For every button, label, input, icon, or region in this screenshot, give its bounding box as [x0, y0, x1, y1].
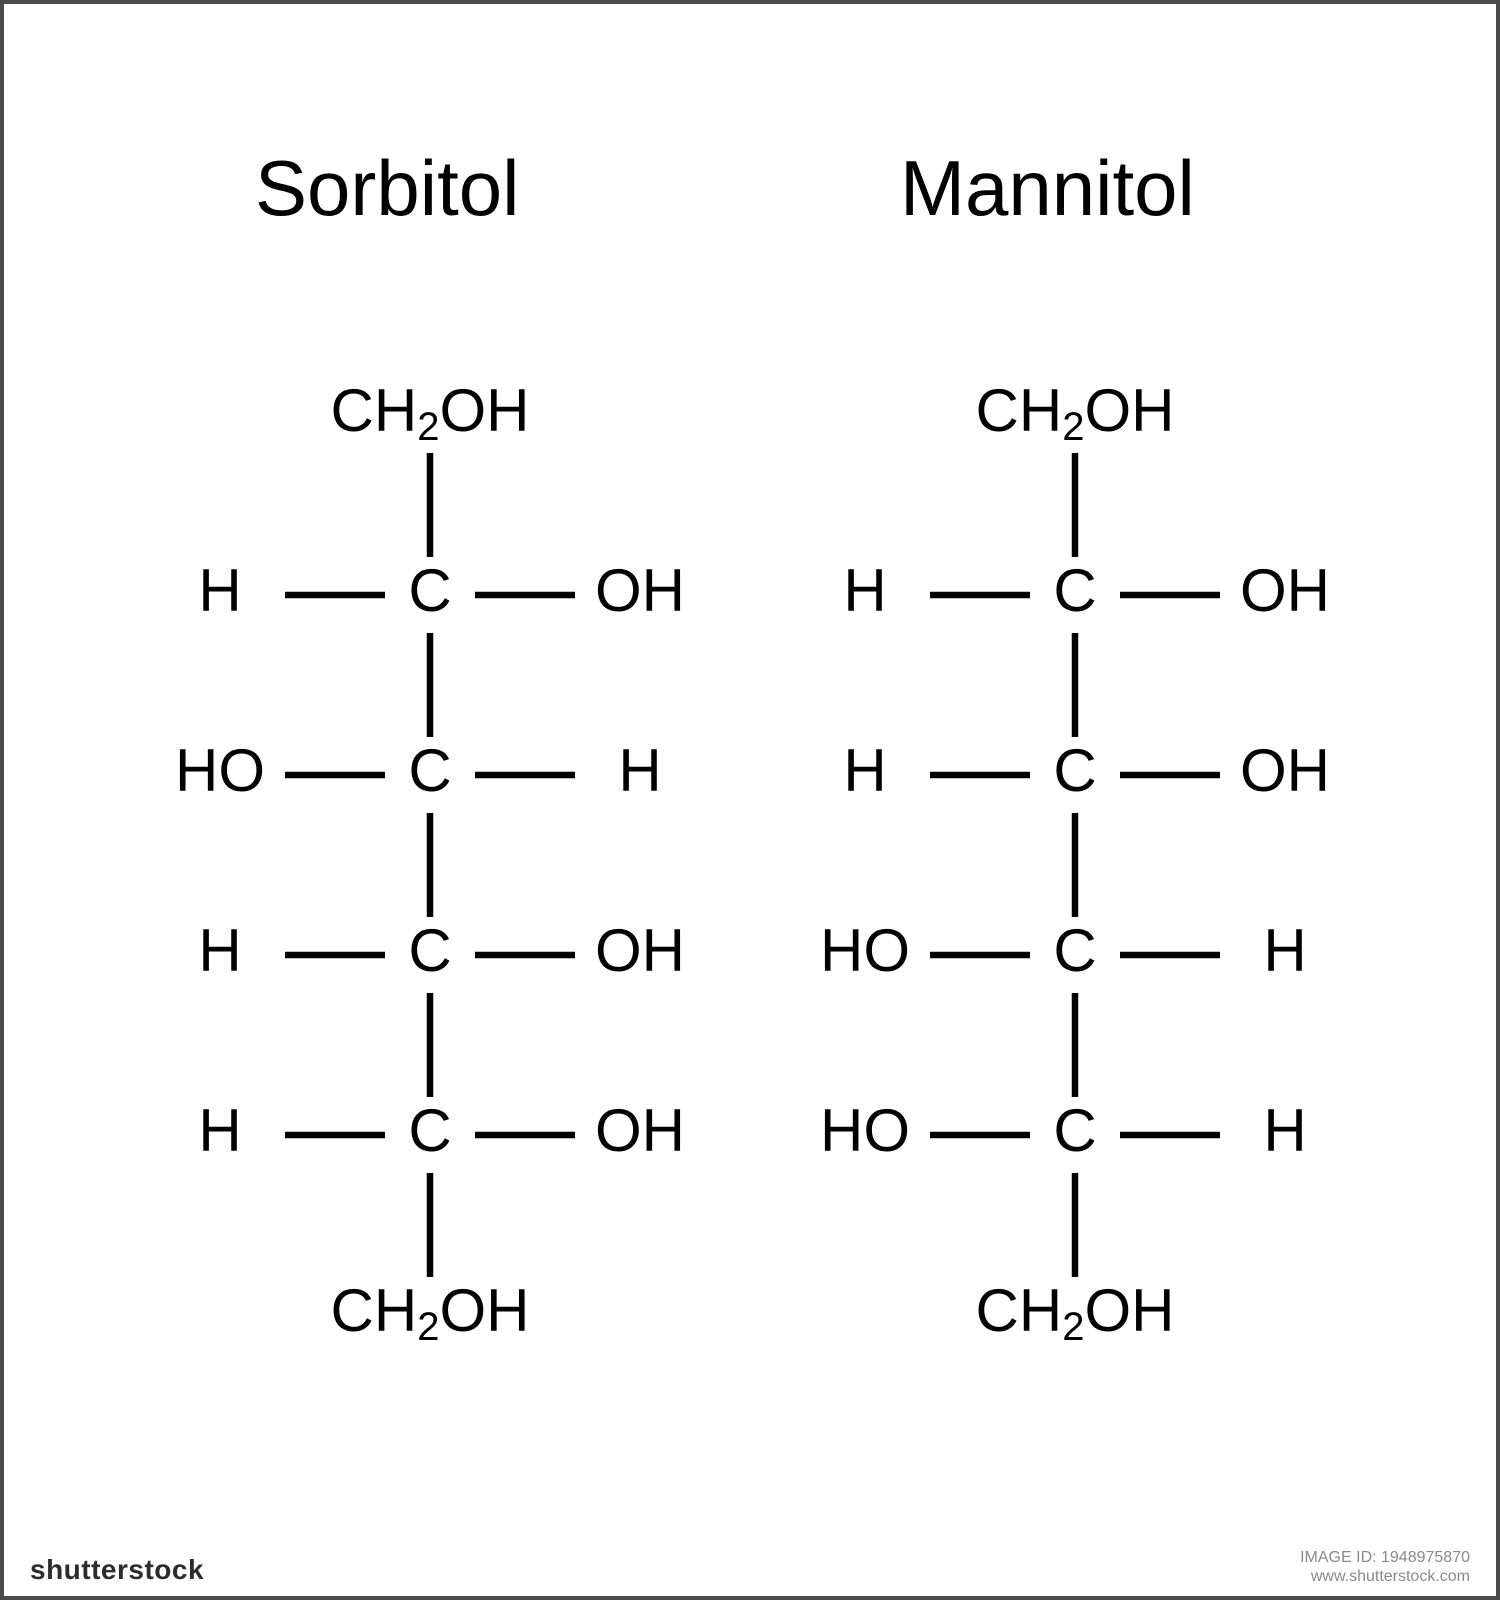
footer-url: www.shutterstock.com	[1300, 1567, 1470, 1586]
image-frame	[0, 0, 1500, 1600]
footer-image-id: IMAGE ID: 1948975870	[1300, 1548, 1470, 1567]
footer-brand: shutterstock	[30, 1554, 204, 1586]
footer-attribution: IMAGE ID: 1948975870 www.shutterstock.co…	[1300, 1548, 1470, 1586]
